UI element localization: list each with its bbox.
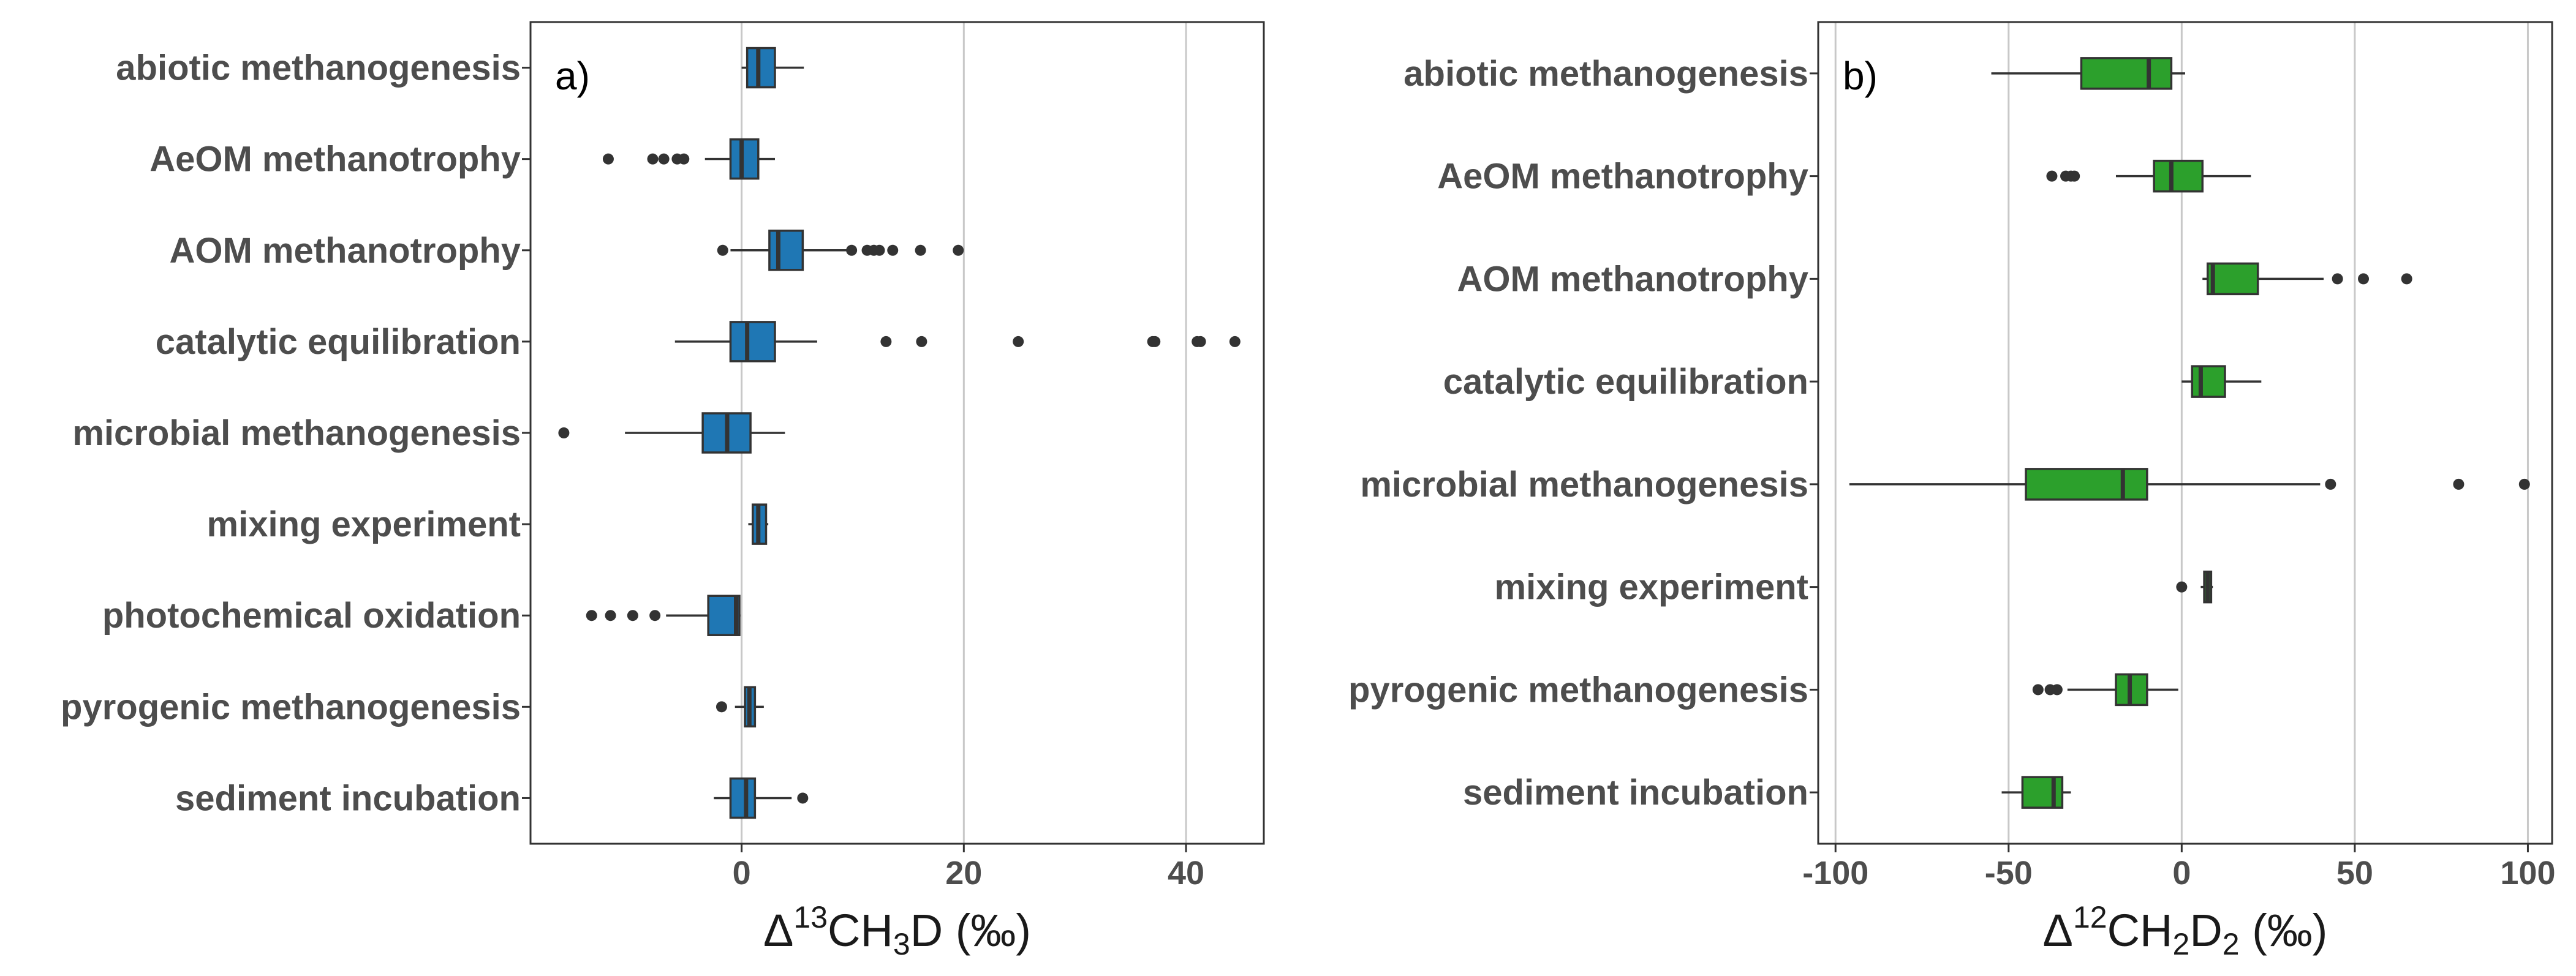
box-5 [1849, 468, 2530, 501]
box-iqr [2080, 57, 2173, 90]
x-tick-label: 40 [1168, 855, 1204, 892]
x-tick-label: -50 [1985, 855, 2033, 892]
category-label: pyrogenic methanogenesis [61, 687, 521, 727]
x-tick-label: 0 [733, 855, 751, 892]
box-2 [2046, 159, 2251, 193]
outlier-point [2332, 273, 2343, 285]
x-tick-label: -100 [1802, 855, 1868, 892]
category-label: AeOM methanotrophy [149, 140, 521, 179]
box-8 [716, 686, 764, 728]
box-2 [602, 138, 775, 180]
box-1 [1991, 57, 2185, 90]
outlier-point [846, 244, 858, 256]
category-label: AOM methanotrophy [169, 231, 521, 271]
outlier-point [586, 610, 597, 621]
plot-frame [1817, 21, 2553, 845]
box-iqr [768, 230, 804, 271]
outlier-point [1195, 336, 1206, 347]
category-label: AOM methanotrophy [1457, 259, 1808, 299]
outlier-point [2453, 478, 2465, 490]
outlier-point [558, 427, 570, 438]
box-4 [2181, 365, 2262, 398]
panel-label: b) [1843, 54, 1878, 98]
box-1 [741, 47, 804, 89]
outlier-point [647, 153, 659, 165]
outlier-point [2046, 170, 2058, 182]
category-label: catalytic equilibration [156, 322, 521, 362]
box-iqr [2025, 468, 2148, 501]
outlier-point [1149, 336, 1161, 347]
x-tick-label: 20 [945, 855, 982, 892]
outlier-point [602, 153, 614, 165]
outlier-point [716, 701, 727, 713]
outlier-point [605, 610, 616, 621]
outlier-point [953, 244, 964, 256]
category-label: microbial methanogenesis [72, 413, 521, 453]
category-label: sediment incubation [1463, 773, 1808, 813]
category-label: pyrogenic methanogenesis [1348, 670, 1808, 710]
outlier-point [2051, 684, 2063, 696]
outlier-point [717, 244, 728, 256]
box-iqr [729, 138, 760, 180]
box-iqr [2206, 262, 2259, 296]
box-7 [586, 595, 741, 636]
box-iqr [2153, 159, 2204, 193]
box-4 [674, 321, 1241, 362]
category-label: mixing experiment [207, 505, 521, 544]
outlier-point [2176, 581, 2188, 593]
box-iqr [729, 321, 776, 362]
box-9 [714, 777, 809, 819]
x-axis-label: Δ12CH2D2 (‰) [2043, 900, 2328, 961]
panel-a: abiotic methanogenesis AeOM methanotrophy… [61, 21, 1265, 961]
box-iqr [2021, 776, 2064, 809]
box-iqr [746, 47, 776, 89]
category-label: catalytic equilibration [1443, 362, 1808, 402]
box-6 [2176, 570, 2213, 604]
box-6 [748, 503, 769, 545]
outlier-point [2401, 273, 2412, 285]
box-iqr [729, 777, 757, 819]
outlier-point [1013, 336, 1024, 347]
outlier-point [880, 336, 892, 347]
category-label: photochemical oxidation [102, 596, 521, 636]
box-3 [717, 230, 964, 271]
outlier-point [2358, 273, 2370, 285]
category-label: abiotic methanogenesis [116, 48, 521, 88]
panel-b: abiotic methanogenesis AeOM methanotrophy… [1348, 21, 2555, 961]
box-8 [2001, 776, 2071, 809]
outlier-point [797, 792, 809, 804]
outlier-point [649, 610, 661, 621]
outlier-point [627, 610, 638, 621]
box-7 [2032, 673, 2178, 707]
box-5 [558, 412, 785, 454]
outlier-point [2032, 684, 2044, 696]
outlier-point [2325, 478, 2336, 490]
x-tick-label: 50 [2336, 855, 2373, 892]
category-label: sediment incubation [175, 778, 521, 818]
box-iqr [2191, 365, 2226, 398]
outlier-point [2518, 478, 2530, 490]
x-axis-label: Δ13CH3D (‰) [763, 900, 1031, 961]
x-tick-label: 100 [2500, 855, 2555, 892]
outlier-point [916, 336, 927, 347]
outlier-point [887, 244, 899, 256]
outlier-point [658, 153, 670, 165]
x-tick-label: 0 [2172, 855, 2191, 892]
category-label: abiotic methanogenesis [1403, 54, 1808, 94]
outlier-point [678, 153, 690, 165]
category-label: microbial methanogenesis [1360, 465, 1808, 505]
outlier-point [874, 244, 885, 256]
category-label: AeOM methanotrophy [1437, 157, 1808, 197]
outlier-point [2069, 170, 2080, 182]
category-label: mixing experiment [1495, 568, 1808, 607]
outlier-point [915, 244, 926, 256]
panel-label: a) [555, 54, 590, 98]
box-3 [2202, 262, 2412, 296]
outlier-point [1229, 336, 1241, 347]
